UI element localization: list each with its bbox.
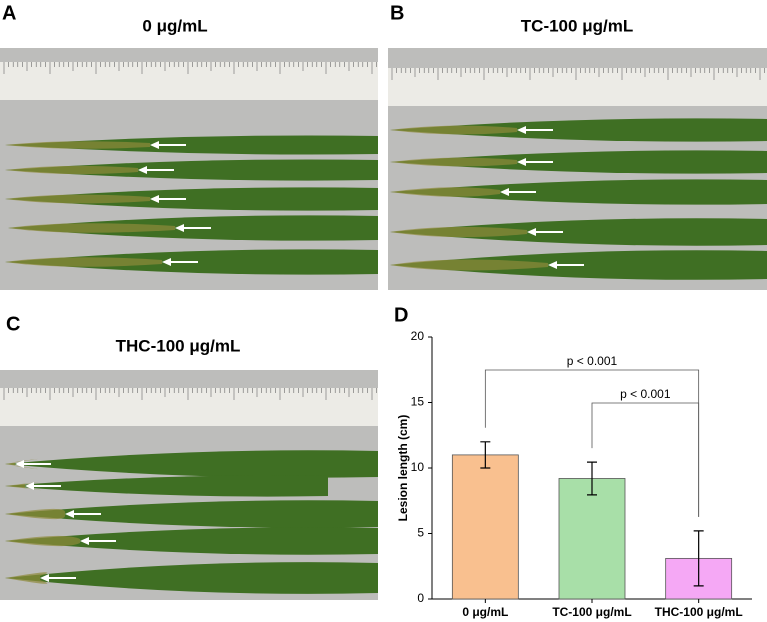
photo: [0, 370, 378, 600]
lesion: [5, 458, 38, 470]
panel-label: C: [6, 313, 20, 335]
lesion: [390, 226, 527, 238]
p-value: p < 0.001: [567, 354, 618, 368]
arrow-head: [500, 188, 509, 196]
error-bar: [480, 441, 491, 469]
lesion: [5, 194, 150, 204]
lesion: [5, 508, 65, 520]
leaf: [390, 118, 767, 142]
leaf: [5, 562, 378, 594]
arrow-head: [150, 195, 159, 203]
y-tick-label: 20: [411, 329, 425, 343]
leaf: [5, 500, 378, 528]
leaf: [5, 450, 378, 478]
y-tick-label: 15: [411, 395, 425, 409]
error-bar: [587, 461, 597, 496]
leaf: [5, 159, 378, 181]
x-tick-label: THC-100 μg/mL: [655, 605, 743, 619]
error-bar: [693, 530, 704, 587]
leaf: [390, 150, 767, 174]
p-value: p < 0.001: [620, 387, 671, 401]
lesion: [8, 223, 175, 233]
arrow-head: [138, 166, 147, 174]
lesion: [390, 187, 500, 197]
lesion: [390, 125, 517, 135]
arrow-head: [15, 460, 24, 468]
arrow-head: [150, 141, 159, 149]
x-tick-label: TC-100 μg/mL: [552, 605, 631, 619]
lesion: [5, 572, 48, 584]
leaf: [390, 179, 767, 205]
arrow-head: [517, 126, 526, 134]
leaf: [5, 527, 378, 555]
lesion: [5, 141, 150, 149]
panel-label: A: [2, 2, 16, 24]
arrow-head: [548, 261, 557, 269]
y-tick-label: 10: [411, 460, 425, 474]
lesion: [390, 259, 548, 271]
ruler: [0, 62, 378, 100]
lesion: [5, 257, 162, 267]
y-tick-label: 5: [417, 526, 424, 540]
panel-label: D: [394, 304, 408, 326]
panel-label: B: [390, 2, 404, 24]
leaf: [5, 135, 378, 155]
ruler: [0, 388, 378, 426]
bar: [451, 454, 519, 600]
arrow-head: [65, 510, 74, 518]
panel-title: THC-100 μg/mL: [116, 336, 241, 355]
panel-title: TC-100 μg/mL: [521, 16, 633, 35]
ruler: [388, 68, 767, 106]
leaf: [5, 475, 328, 497]
bar: [558, 478, 626, 600]
y-axis-label: Lesion length (cm): [396, 415, 410, 522]
arrow-head: [175, 224, 184, 232]
arrow-head: [80, 537, 89, 545]
x-tick-label: 0 μg/mL: [462, 605, 508, 619]
y-tick-label: 0: [417, 591, 424, 605]
photo: [388, 48, 767, 290]
leaf: [5, 187, 378, 211]
leaf: [390, 218, 767, 246]
arrow-head: [517, 158, 526, 166]
lesion: [390, 157, 517, 167]
lesion: [5, 535, 80, 547]
arrow-head: [162, 258, 171, 266]
significance-bracket: [591, 402, 700, 517]
photo: [0, 48, 378, 290]
panel-title: 0 μg/mL: [142, 16, 207, 35]
arrow-head: [527, 228, 536, 236]
arrow-head: [40, 574, 49, 582]
lesion: [5, 165, 138, 175]
arrow-head: [25, 482, 34, 490]
lesion: [5, 481, 41, 491]
